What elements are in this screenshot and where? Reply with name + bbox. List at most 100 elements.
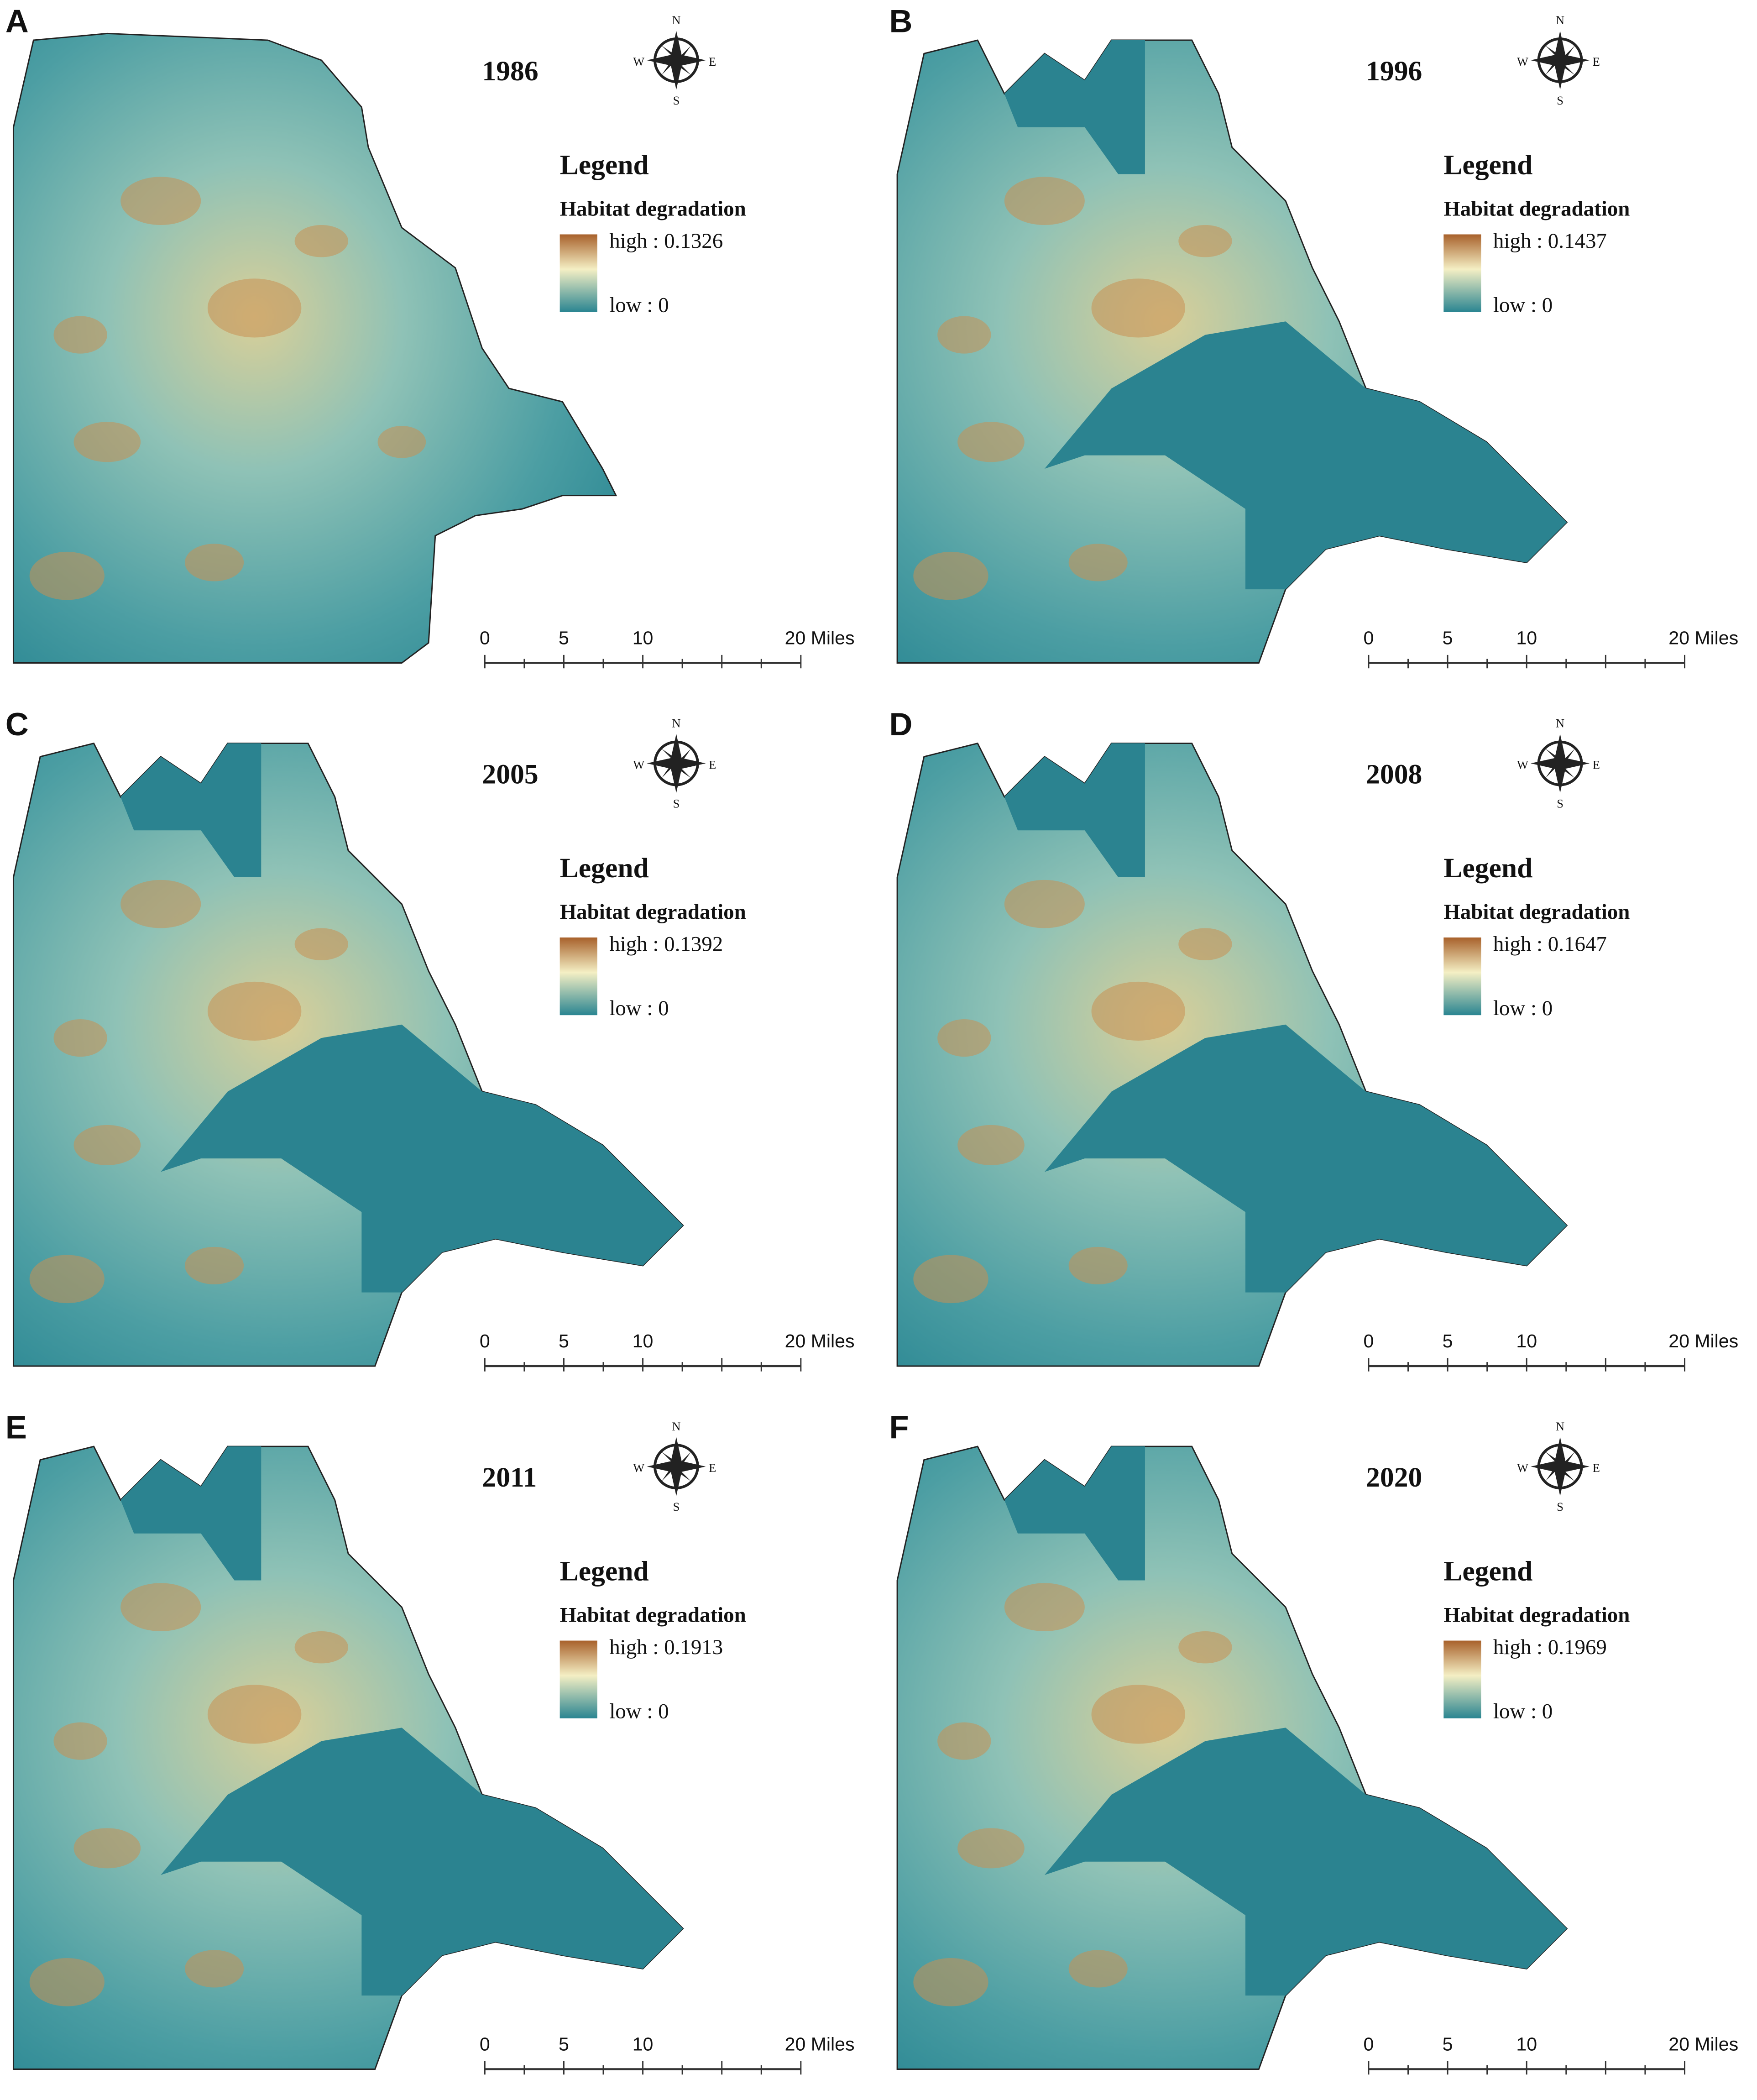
degradation-patch xyxy=(207,1685,302,1744)
degradation-patch xyxy=(1178,928,1232,960)
scale-label: 0 xyxy=(480,2033,490,2054)
degradation-patch xyxy=(73,1828,141,1869)
degradation-patch xyxy=(957,1828,1025,1869)
degradation-patch xyxy=(1178,1631,1232,1664)
scale-label: 20 Miles xyxy=(785,627,855,648)
scale-label: 5 xyxy=(559,1330,569,1351)
degradation-patch xyxy=(29,1255,105,1304)
degradation-patch xyxy=(73,422,141,462)
compass-letter: S xyxy=(1557,796,1564,810)
degradation-patch xyxy=(1068,1246,1128,1285)
water-body xyxy=(1004,40,1567,590)
degradation-patch xyxy=(957,1125,1025,1165)
compass: N S E W xyxy=(1517,1419,1600,1513)
panel-label: E xyxy=(5,1409,27,1445)
degradation-patch xyxy=(1178,225,1232,257)
compass-letter: N xyxy=(672,716,680,730)
legend-low: low : 0 xyxy=(609,996,669,1020)
legend-high: high : 0.1969 xyxy=(1493,1635,1607,1659)
scale-label: 10 xyxy=(1516,1330,1537,1351)
degradation-patch xyxy=(73,1125,141,1165)
legend-high: high : 0.1647 xyxy=(1493,932,1607,956)
legend-subtitle: Habitat degradation xyxy=(1443,900,1630,924)
legend-ramp xyxy=(1443,1640,1481,1718)
scale-label: 5 xyxy=(1443,1330,1453,1351)
degradation-patch xyxy=(207,981,302,1041)
legend-subtitle: Habitat degradation xyxy=(1443,1603,1630,1627)
compass-letter: S xyxy=(673,1500,680,1513)
degradation-patch xyxy=(937,316,991,354)
legend-high: high : 0.1437 xyxy=(1493,229,1607,253)
scale-label: 20 Miles xyxy=(1668,2033,1738,2054)
year: 1996 xyxy=(1366,56,1422,87)
scale-label: 0 xyxy=(1364,627,1374,648)
legend-high: high : 0.1392 xyxy=(609,932,723,956)
compass-letter: S xyxy=(673,94,680,107)
compass-letter: S xyxy=(673,796,680,810)
legend-low: low : 0 xyxy=(609,1700,669,1723)
compass-letter: S xyxy=(1557,94,1564,107)
degradation-patch xyxy=(185,544,244,581)
year: 2020 xyxy=(1366,1462,1422,1493)
legend-high: high : 0.1326 xyxy=(609,229,723,253)
panel: F 2020 N S E W Legend Habitat degradation high :… xyxy=(889,1409,1738,2075)
scale-label: 0 xyxy=(480,1330,490,1351)
legend-title: Legend xyxy=(560,853,649,884)
scale-label: 5 xyxy=(559,2033,569,2054)
degradation-patch xyxy=(294,1631,349,1664)
compass: N S E W xyxy=(633,1419,716,1513)
compass-letter: W xyxy=(633,758,644,771)
degradation-patch xyxy=(1004,177,1085,225)
legend-low: low : 0 xyxy=(609,293,669,317)
legend-title: Legend xyxy=(1443,853,1532,884)
legend-ramp xyxy=(1443,937,1481,1016)
degradation-patch xyxy=(913,1958,988,2006)
scale-label: 20 Miles xyxy=(1668,627,1738,648)
degradation-patch xyxy=(294,225,349,257)
scale-label: 10 xyxy=(633,1330,654,1351)
panel: A 1986 N S E W Legend Habitat degradation high :… xyxy=(5,3,855,669)
panel: D 2008 N S E W Legend Habitat degradation high :… xyxy=(889,706,1738,1372)
water-body xyxy=(120,743,683,1293)
compass-star xyxy=(647,1437,706,1496)
compass-letter: N xyxy=(1556,716,1564,730)
degradation-patch xyxy=(377,426,426,458)
water-body xyxy=(120,1446,683,1996)
panel-label: D xyxy=(889,706,912,742)
compass-letter: N xyxy=(672,13,680,27)
compass: N S E W xyxy=(1517,13,1600,107)
legend-title: Legend xyxy=(560,149,649,180)
legend-title: Legend xyxy=(1443,1555,1532,1587)
degradation-patch xyxy=(913,1255,988,1304)
degradation-patch xyxy=(53,1722,107,1760)
compass-letter: W xyxy=(633,1461,644,1475)
degradation-patch xyxy=(207,278,302,338)
scale-label: 5 xyxy=(1443,2033,1453,2054)
degradation-patch xyxy=(1068,1950,1128,1988)
legend-ramp xyxy=(1443,234,1481,312)
scale-label: 0 xyxy=(1364,1330,1374,1351)
degradation-patch xyxy=(53,1019,107,1057)
legend-ramp xyxy=(560,1640,597,1718)
legend-low: low : 0 xyxy=(1493,1700,1553,1723)
compass-star xyxy=(1531,734,1590,793)
compass-star xyxy=(647,734,706,793)
land-area xyxy=(12,32,617,664)
legend-low: low : 0 xyxy=(1493,293,1553,317)
compass-letter: W xyxy=(1517,55,1528,68)
compass: N S E W xyxy=(633,13,716,107)
panel-label: C xyxy=(5,706,29,742)
scale-label: 5 xyxy=(559,627,569,648)
degradation-patch xyxy=(1004,1583,1085,1631)
degradation-patch xyxy=(29,1958,105,2006)
compass: N S E W xyxy=(633,716,716,810)
degradation-patch xyxy=(937,1722,991,1760)
compass-star xyxy=(1531,31,1590,90)
compass-letter: E xyxy=(1593,1461,1600,1475)
legend-subtitle: Habitat degradation xyxy=(1443,197,1630,220)
panel-label: B xyxy=(889,3,912,39)
compass: N S E W xyxy=(1517,716,1600,810)
degradation-patch xyxy=(1004,880,1085,928)
scale-label: 20 Miles xyxy=(785,1330,855,1351)
